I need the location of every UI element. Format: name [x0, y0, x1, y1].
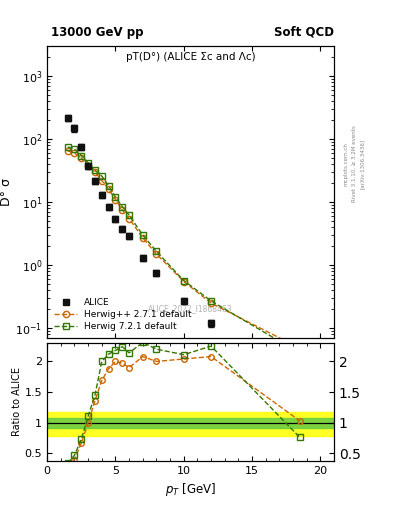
Text: pT(D°) (ALICE Σc and Λc): pT(D°) (ALICE Σc and Λc) [126, 52, 255, 62]
Y-axis label: D° σ: D° σ [0, 178, 13, 206]
Text: Rivet 3.1.10, ≥ 3.2M events: Rivet 3.1.10, ≥ 3.2M events [352, 125, 357, 202]
Bar [47, 412, 334, 436]
Text: 13000 GeV pp: 13000 GeV pp [51, 26, 143, 39]
Text: Soft QCD: Soft QCD [274, 26, 334, 39]
X-axis label: $p_T$ [GeV]: $p_T$ [GeV] [165, 481, 216, 498]
Text: ALICE_2022_I1868463: ALICE_2022_I1868463 [148, 304, 233, 313]
Text: [arXiv:1306.3436]: [arXiv:1306.3436] [360, 139, 365, 189]
Legend: ALICE, Herwig++ 2.7.1 default, Herwig 7.2.1 default: ALICE, Herwig++ 2.7.1 default, Herwig 7.… [51, 295, 195, 333]
Text: mcplots.cern.ch: mcplots.cern.ch [344, 142, 349, 186]
Bar [47, 418, 334, 428]
Y-axis label: Ratio to ALICE: Ratio to ALICE [12, 368, 22, 436]
